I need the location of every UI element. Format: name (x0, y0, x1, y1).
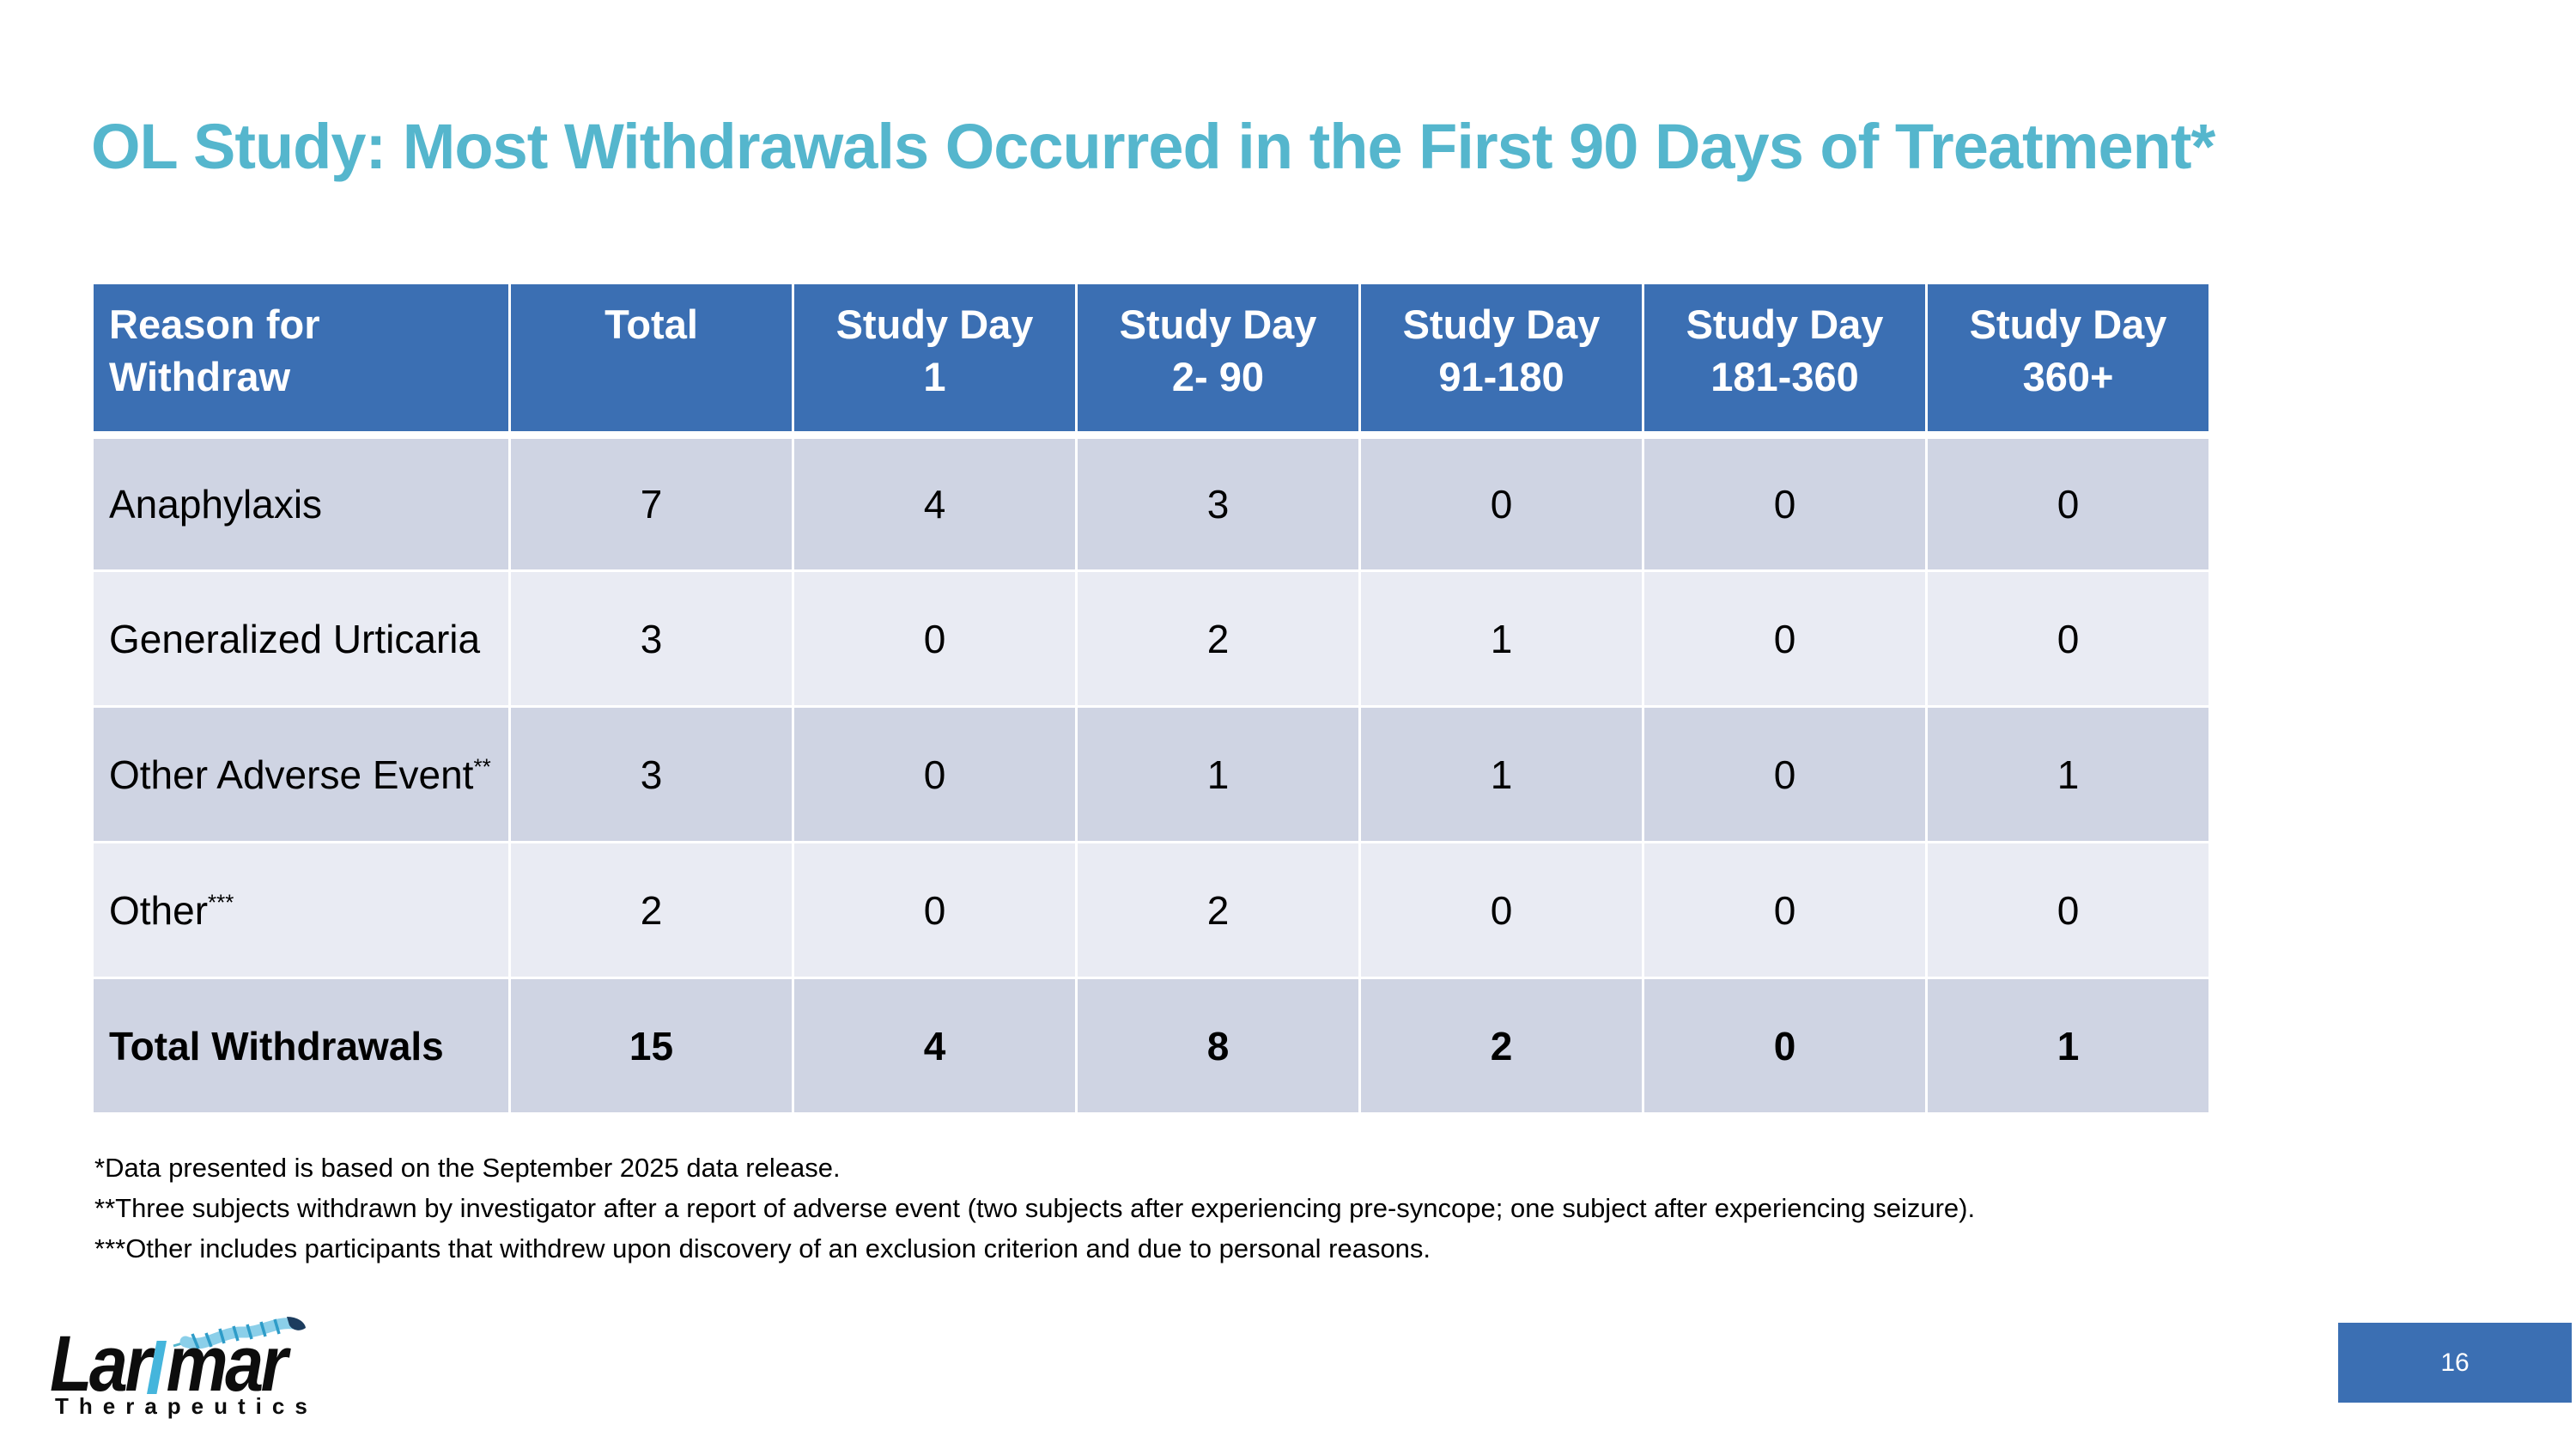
table-header-row: Reason for Withdraw Total Study Day 1 Study D… (91, 282, 2211, 439)
logo-wordmark: Lar mar (50, 1320, 288, 1408)
footnotes: *Data presented is based on the Septembe… (94, 1148, 1975, 1269)
footnote-marker: ** (473, 753, 491, 780)
header-cell-reason: Reason for Withdraw (91, 282, 511, 439)
row-label: Anaphylaxis (91, 434, 511, 572)
value-cell: 1 (1358, 569, 1644, 708)
page-number-badge: 16 (2338, 1323, 2572, 1403)
footnote-line: ***Other includes participants that with… (94, 1233, 1431, 1263)
table-row: Other Adverse Event** 3 0 1 1 0 1 (91, 705, 2211, 843)
row-label: Other Adverse Event** (91, 705, 511, 843)
footnote-line: **Three subjects withdrawn by investigat… (94, 1193, 1976, 1223)
table-row: Generalized Urticaria 3 0 2 1 0 0 (91, 569, 2211, 708)
slide-title: OL Study: Most Withdrawals Occurred in t… (91, 111, 2215, 182)
table-row: Anaphylaxis 7 4 3 0 0 0 (91, 434, 2211, 572)
withdrawals-table: Reason for Withdraw Total Study Day 1 Study D… (91, 282, 2211, 1115)
page-number: 16 (2440, 1348, 2470, 1377)
footnote-marker: *** (208, 889, 234, 916)
header-cell: Study Day 1 (792, 282, 1078, 439)
value-cell: 0 (1642, 434, 1928, 572)
value-cell: 2 (1075, 569, 1361, 708)
value-cell: 8 (1075, 977, 1361, 1115)
table-row: Other*** 2 0 2 0 0 0 (91, 841, 2211, 979)
value-cell: 0 (1642, 977, 1928, 1115)
value-cell: 2 (1075, 841, 1361, 979)
value-cell: 0 (1925, 569, 2211, 708)
value-cell: 3 (508, 705, 794, 843)
value-cell: 0 (1925, 434, 2211, 572)
header-cell: Study Day 181-360 (1642, 282, 1928, 439)
value-cell: 0 (1642, 569, 1928, 708)
header-cell: Study Day 360+ (1925, 282, 2211, 439)
value-cell: 4 (792, 977, 1078, 1115)
value-cell: 0 (1642, 705, 1928, 843)
value-cell: 3 (508, 569, 794, 708)
value-cell: 0 (792, 705, 1078, 843)
withdrawals-table-wrap: Reason for Withdraw Total Study Day 1 Study D… (91, 282, 2211, 1115)
value-cell: 1 (1925, 977, 2211, 1115)
row-label: Other*** (91, 841, 511, 979)
value-cell: 3 (1075, 434, 1361, 572)
logo-word-end: mar (166, 1320, 288, 1408)
row-label: Generalized Urticaria (91, 569, 511, 708)
value-cell: 0 (1358, 434, 1644, 572)
logo-word-start: Lar (50, 1320, 152, 1408)
value-cell: 4 (792, 434, 1078, 572)
table-row: Total Withdrawals 15 4 8 2 0 1 (91, 977, 2211, 1115)
value-cell: 1 (1075, 705, 1361, 843)
row-label: Total Withdrawals (91, 977, 511, 1115)
footnote-line: *Data presented is based on the Septembe… (94, 1153, 841, 1183)
value-cell: 1 (1925, 705, 2211, 843)
value-cell: 0 (1642, 841, 1928, 979)
value-cell: 0 (1358, 841, 1644, 979)
header-cell: Study Day 91-180 (1358, 282, 1644, 439)
value-cell: 7 (508, 434, 794, 572)
value-cell: 0 (1925, 841, 2211, 979)
value-cell: 0 (792, 841, 1078, 979)
value-cell: 15 (508, 977, 794, 1115)
value-cell: 0 (792, 569, 1078, 708)
value-cell: 1 (1358, 705, 1644, 843)
logo-letter-i-mark (147, 1341, 167, 1394)
header-cell: Study Day 2- 90 (1075, 282, 1361, 439)
logo-subtitle: Therapeutics (55, 1393, 318, 1419)
larimar-logo: Lar mar Therapeutics (50, 1311, 342, 1431)
header-cell: Total (508, 282, 794, 439)
helix-ribbon-icon (173, 1317, 306, 1349)
value-cell: 2 (1358, 977, 1644, 1115)
value-cell: 2 (508, 841, 794, 979)
